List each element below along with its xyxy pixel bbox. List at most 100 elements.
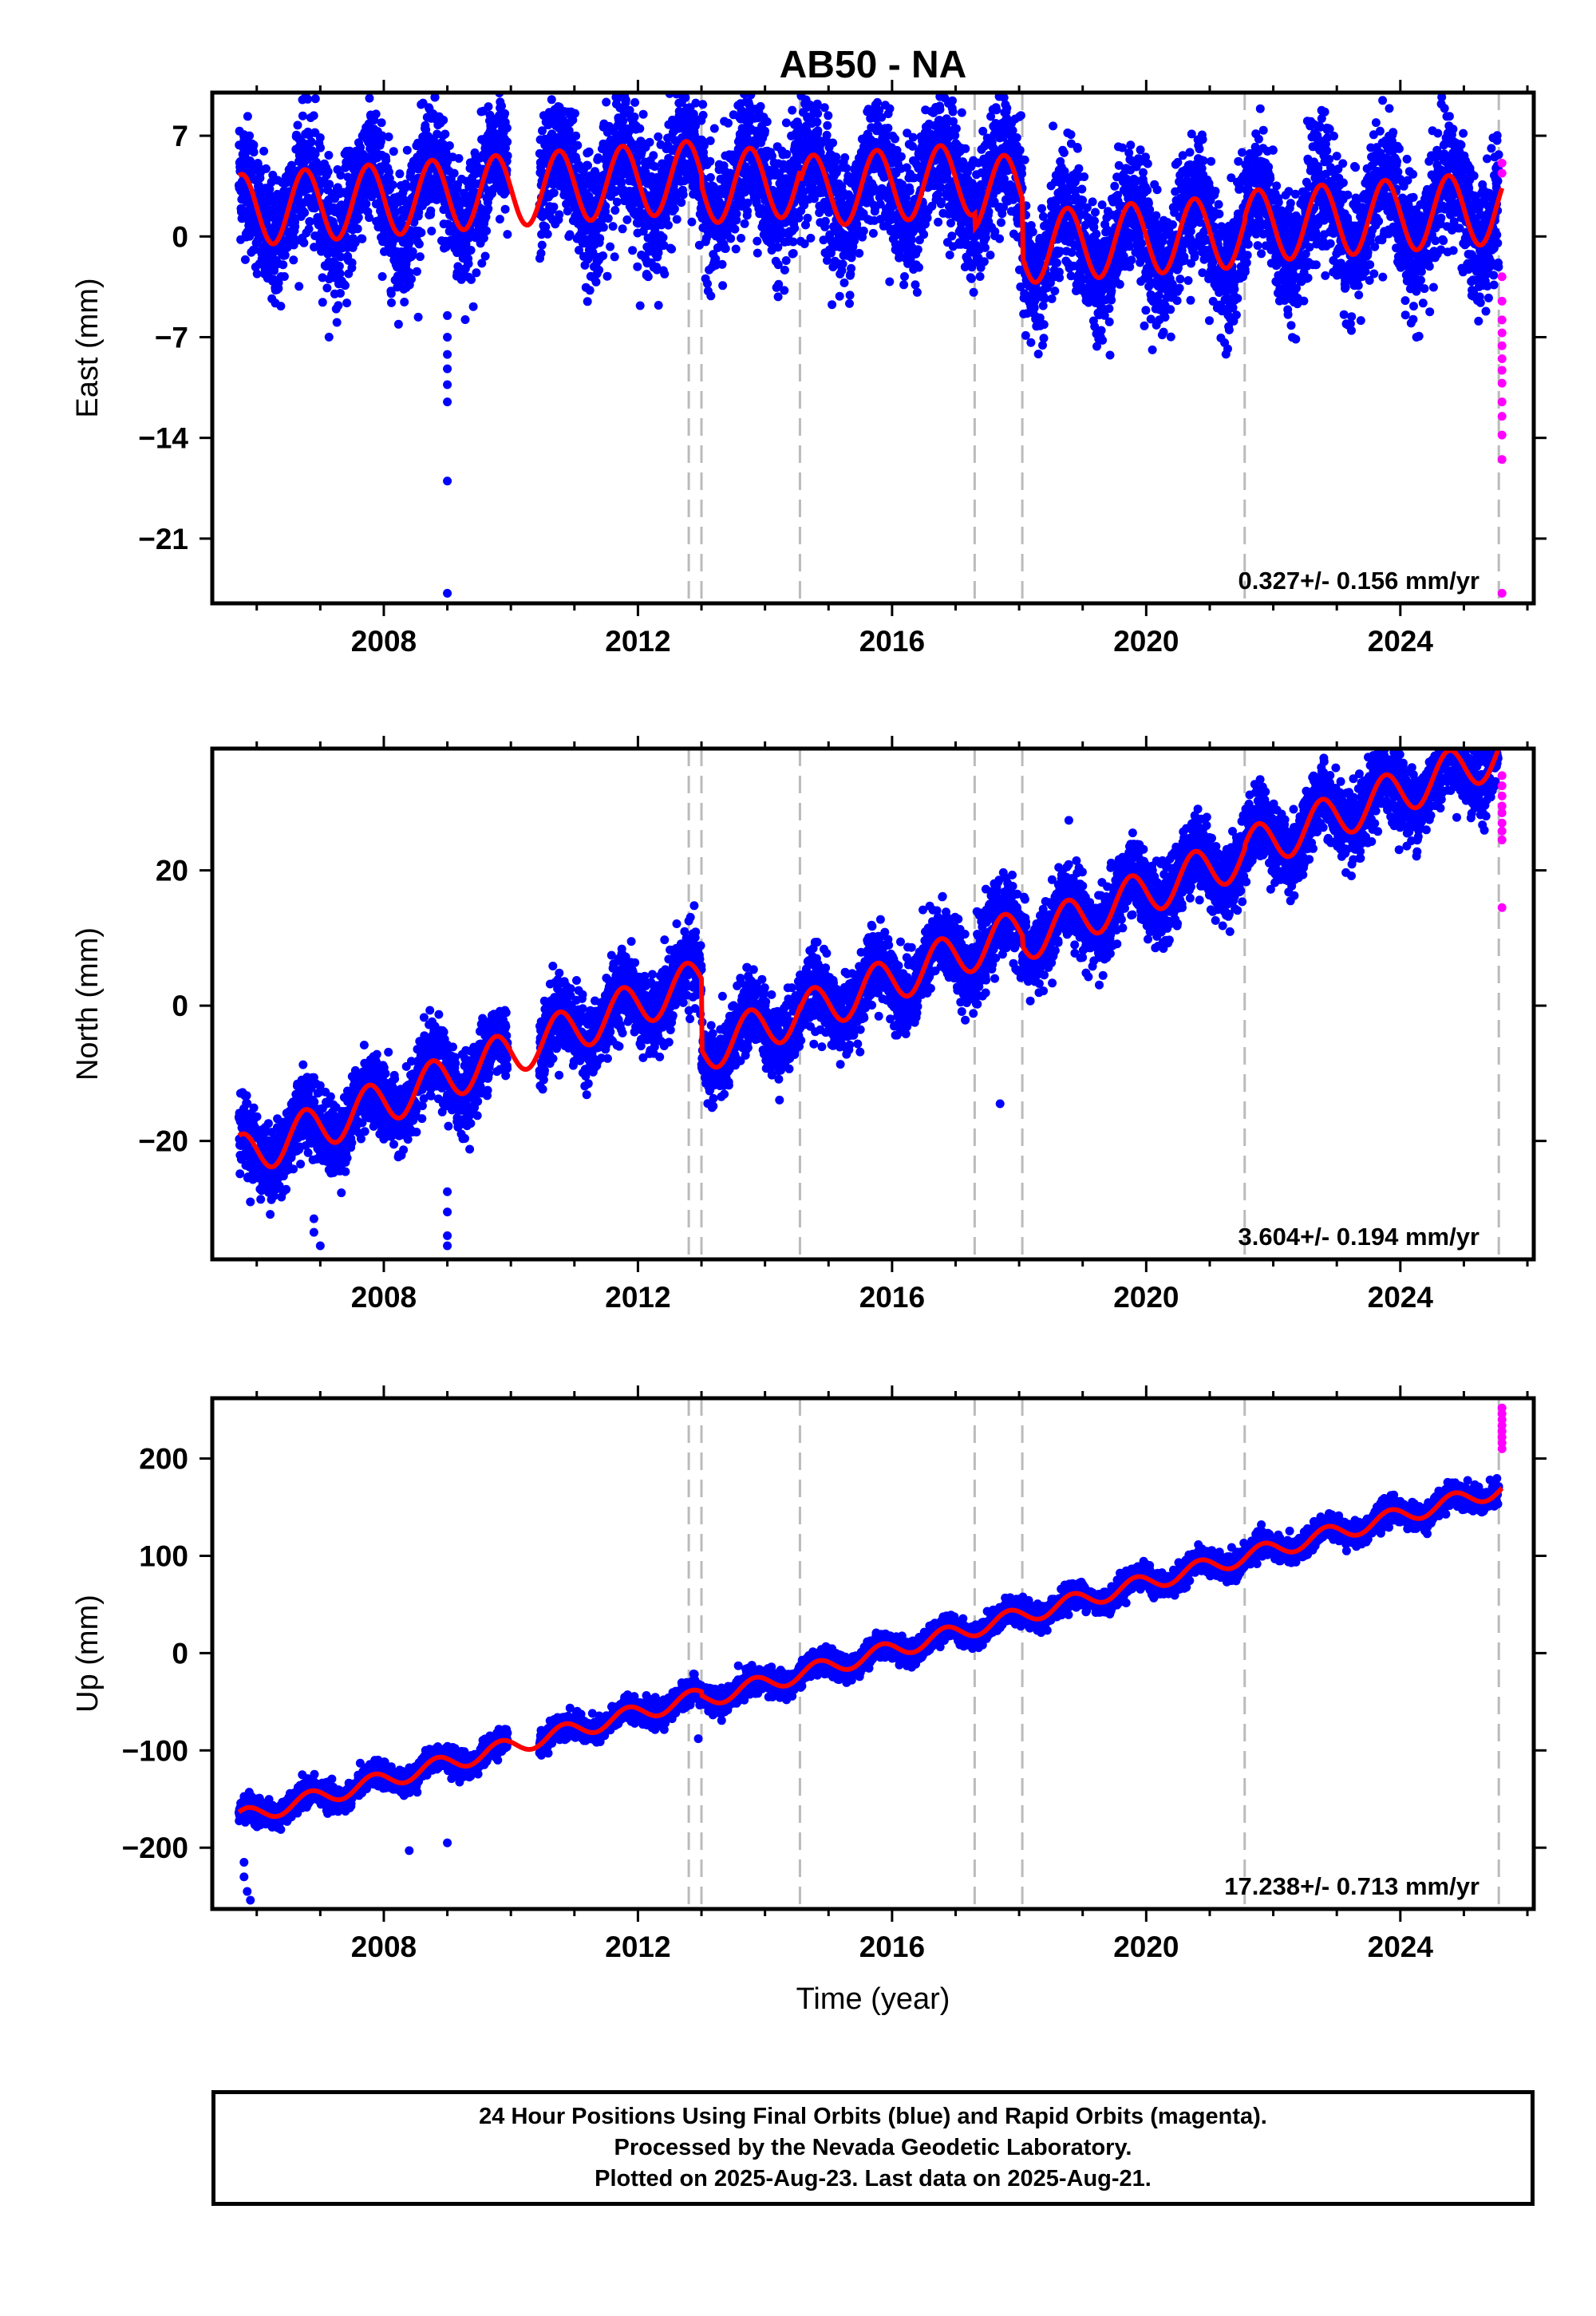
data-point (1021, 330, 1030, 340)
data-point (912, 287, 922, 297)
data-point (1037, 204, 1046, 213)
data-point (915, 263, 923, 272)
data-point (310, 149, 320, 159)
data-point (310, 243, 319, 252)
data-point (500, 204, 510, 214)
data-point (381, 156, 391, 165)
data-point (356, 143, 365, 152)
data-point (891, 134, 899, 144)
data-point (538, 126, 547, 136)
data-point (1107, 295, 1116, 305)
data-point (408, 247, 417, 256)
data-point (649, 151, 658, 160)
data-point (820, 216, 830, 226)
data-point (635, 301, 645, 310)
data-point (1096, 326, 1106, 335)
data-point (289, 240, 298, 250)
data-point (839, 278, 849, 287)
data-point (1049, 121, 1058, 131)
data-point (935, 105, 945, 114)
data-point (1003, 64, 1012, 73)
data-point (957, 108, 966, 117)
data-point (741, 64, 750, 73)
data-point (753, 236, 762, 246)
data-point (240, 255, 250, 264)
data-point (543, 229, 552, 239)
data-point (654, 132, 663, 141)
data-point (756, 101, 765, 111)
data-point (684, 82, 693, 91)
data-point (591, 277, 601, 287)
data-point (414, 239, 424, 249)
data-point (1115, 279, 1124, 289)
data-point (781, 256, 791, 265)
data-point (318, 298, 327, 307)
data-point (250, 245, 259, 255)
data-point (460, 188, 468, 198)
data-point (660, 269, 670, 279)
data-point (896, 152, 906, 161)
data-point (325, 180, 334, 189)
data-point (336, 289, 345, 298)
data-point (1039, 320, 1049, 330)
data-point (967, 274, 976, 283)
data-point (361, 59, 369, 68)
data-point (654, 301, 663, 310)
data-point (441, 242, 451, 251)
data-point (718, 281, 728, 290)
data-point (706, 291, 716, 301)
data-point (497, 101, 506, 111)
data-point (417, 228, 426, 237)
data-point (664, 220, 673, 230)
data-point (1052, 258, 1061, 267)
data-point (705, 172, 715, 182)
data-point (252, 269, 262, 279)
data-point (293, 121, 302, 130)
data-point (575, 246, 583, 255)
data-point (731, 244, 741, 254)
data-point (1017, 169, 1026, 179)
data-point (426, 206, 436, 215)
data-point (822, 130, 832, 140)
data-point (1033, 350, 1043, 359)
data-point (845, 290, 855, 300)
data-point (732, 209, 741, 219)
data-point (1088, 197, 1097, 207)
data-point (389, 147, 398, 156)
data-point (1039, 334, 1049, 343)
data-point (1073, 144, 1082, 153)
data-point (245, 231, 255, 241)
data-point (1104, 304, 1114, 314)
data-point (961, 144, 970, 153)
data-point (541, 222, 551, 231)
data-point (454, 154, 464, 163)
data-point (740, 219, 749, 228)
data-point (377, 131, 387, 140)
data-point (456, 275, 466, 284)
data-point (430, 93, 440, 102)
data-point (705, 156, 715, 166)
data-point (602, 97, 611, 107)
data-point (773, 292, 783, 302)
data-point (554, 82, 563, 91)
data-point (306, 137, 316, 147)
data-point (559, 81, 568, 90)
data-point (402, 145, 412, 155)
data-point (680, 52, 689, 61)
data-point (788, 237, 798, 247)
data-point (883, 124, 893, 132)
data-point (806, 233, 816, 243)
data-point (1067, 247, 1077, 257)
data-point (823, 121, 832, 130)
data-point (371, 109, 381, 119)
data-point (315, 133, 325, 142)
data-point (484, 204, 493, 213)
data-point (744, 75, 753, 84)
data-point (945, 251, 954, 259)
data-point (537, 240, 547, 250)
data-point (484, 102, 493, 112)
data-point (444, 141, 454, 150)
data-point (332, 318, 342, 327)
data-point (986, 251, 995, 260)
data-point (598, 223, 608, 232)
